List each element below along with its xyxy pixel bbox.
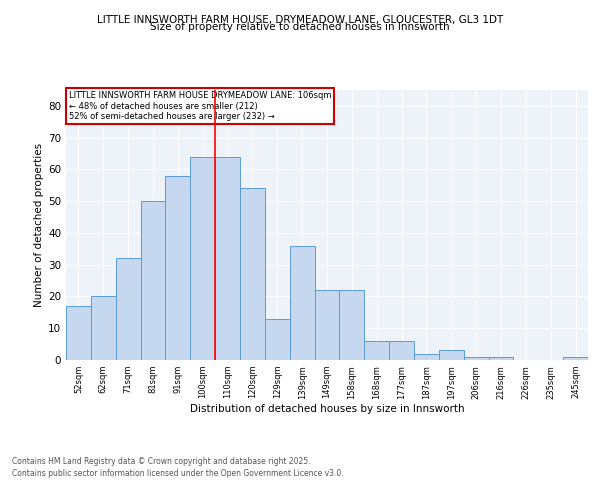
Bar (190, 156, 215, 360)
Text: Contains HM Land Registry data © Crown copyright and database right 2025.: Contains HM Land Registry data © Crown c… (12, 458, 311, 466)
Bar (166, 176, 190, 360)
Bar (439, 350, 464, 360)
Bar (265, 318, 290, 360)
Text: LITTLE INNSWORTH FARM HOUSE, DRYMEADOW LANE, GLOUCESTER, GL3 1DT: LITTLE INNSWORTH FARM HOUSE, DRYMEADOW L… (97, 15, 503, 25)
Bar (66, 306, 91, 360)
Bar (240, 188, 265, 360)
Bar (290, 246, 314, 360)
Bar (140, 201, 166, 360)
Bar (364, 341, 389, 360)
Bar (488, 357, 514, 360)
Bar (340, 290, 364, 360)
Bar (314, 290, 340, 360)
Y-axis label: Number of detached properties: Number of detached properties (34, 143, 44, 307)
Bar (464, 357, 488, 360)
Text: Contains public sector information licensed under the Open Government Licence v3: Contains public sector information licen… (12, 468, 344, 477)
Text: Size of property relative to detached houses in Innsworth: Size of property relative to detached ho… (150, 22, 450, 32)
Bar (414, 354, 439, 360)
X-axis label: Distribution of detached houses by size in Innsworth: Distribution of detached houses by size … (190, 404, 464, 414)
Bar (116, 258, 140, 360)
Bar (91, 296, 116, 360)
Bar (215, 156, 240, 360)
Bar (563, 357, 588, 360)
Text: LITTLE INNSWORTH FARM HOUSE DRYMEADOW LANE: 106sqm
← 48% of detached houses are : LITTLE INNSWORTH FARM HOUSE DRYMEADOW LA… (68, 92, 331, 121)
Bar (389, 341, 414, 360)
